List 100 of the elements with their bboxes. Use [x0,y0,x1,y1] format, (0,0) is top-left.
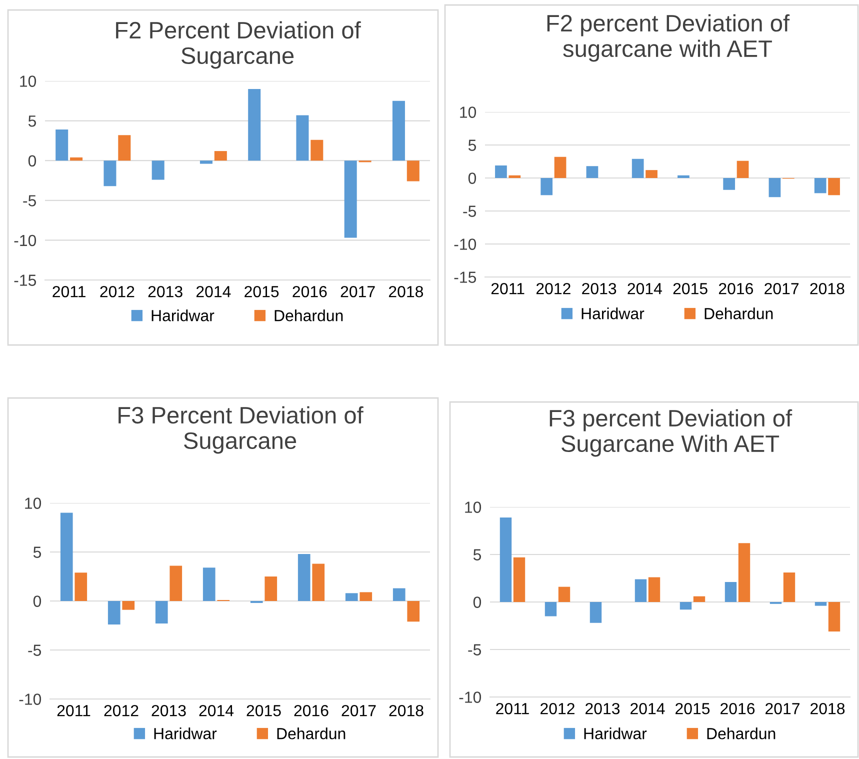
bar [155,601,168,624]
y-tick-label: -5 [463,206,476,217]
bar [345,593,358,601]
x-tick-label: 2012 [100,286,134,298]
legend-label: Haridwar [584,728,647,740]
bar [648,577,660,602]
x-tick-label: 2012 [536,282,570,294]
bar [74,572,88,601]
bar [738,543,750,602]
bar [104,160,116,186]
legend-label: Haridwar [154,728,217,740]
x-tick-label: 2016 [720,702,755,714]
y-tick-label: 5 [28,116,36,127]
bar [392,100,405,161]
y-tick-label: 10 [460,106,476,118]
x-tick-label: 2016 [294,704,328,716]
x-tick-label: 2017 [340,286,375,298]
y-tick-label: -5 [28,644,41,656]
chart-title: F2 percent Deviation of sugarcane with AET [547,14,790,62]
bar [296,115,309,161]
x-tick-label: 2015 [244,286,279,298]
y-tick-label: 0 [468,172,476,184]
y-tick-label: -5 [23,195,36,206]
legend-label: Dehardun [274,310,343,322]
bar [632,158,644,178]
bar [298,554,310,601]
bar [495,165,507,178]
y-tick-label: 5 [468,140,476,151]
bar [736,160,749,178]
y-tick-label: 10 [20,76,36,87]
bar [200,160,212,164]
y-tick-label: 0 [28,155,36,167]
y-tick-label: 5 [33,546,41,558]
x-tick-label: 2011 [491,282,524,294]
y-tick-label: -15 [14,274,36,286]
bar [783,572,796,602]
bar [310,140,324,161]
y-tick-label: 0 [33,596,42,607]
bar [60,512,73,601]
bar [680,602,692,610]
x-tick-label: 2018 [389,704,424,716]
x-tick-label: 2015 [673,282,708,294]
x-tick-label: 2018 [810,282,844,294]
bar [693,596,706,602]
bar [828,602,840,632]
x-tick-label: 2016 [292,286,327,298]
bar [814,602,827,606]
bar [264,576,278,601]
bar [678,175,690,178]
legend-label: Dehardun [704,308,773,320]
bar [122,601,135,610]
bar [70,157,83,161]
x-tick-label: 2015 [246,704,281,716]
legend-label: Dehardun [277,728,346,740]
bar [590,602,602,623]
bar [118,135,131,161]
y-tick-label: 10 [25,498,42,509]
bar [724,582,737,602]
bar [406,160,420,182]
bar [500,517,512,602]
x-tick-label: 2014 [199,704,234,716]
bar [508,175,521,178]
bar [360,592,372,601]
x-tick-label: 2017 [766,702,800,714]
chart-title: F3 percent Deviation of Sugarcane With AET [550,409,792,457]
bar [170,566,182,601]
bar [344,160,357,238]
x-tick-label: 2018 [388,286,424,298]
x-tick-label: 2011 [496,702,529,714]
x-tick-label: 2013 [582,282,616,294]
bar [540,178,553,196]
x-tick-label: 2016 [718,282,754,294]
bar [544,602,557,616]
y-tick-label: -10 [459,692,482,703]
y-tick-label: -5 [468,644,481,656]
x-tick-label: 2014 [630,702,665,714]
x-tick-label: 2018 [810,702,845,714]
y-tick-label: -10 [14,234,36,246]
x-tick-label: 2017 [342,704,376,716]
x-tick-label: 2014 [196,286,231,298]
bar [312,564,325,601]
bar [392,588,406,601]
bar [558,586,570,602]
legend-label: Dehardun [707,728,776,740]
bar [768,178,781,198]
bar [554,156,566,178]
x-tick-label: 2013 [152,704,186,716]
y-tick-label: -10 [454,238,476,250]
bar [407,601,420,622]
y-tick-label: 10 [465,502,482,513]
y-tick-label: -10 [19,694,42,705]
x-tick-label: 2012 [104,704,138,716]
chart-title: F3 Percent Deviation of Sugarcane [118,406,364,454]
bar [202,568,216,601]
x-tick-label: 2011 [52,286,86,298]
y-tick-label: 5 [473,549,481,560]
bar [108,601,120,625]
x-tick-label: 2012 [540,702,574,714]
bar [56,130,68,161]
legend-label: Haridwar [152,310,214,322]
